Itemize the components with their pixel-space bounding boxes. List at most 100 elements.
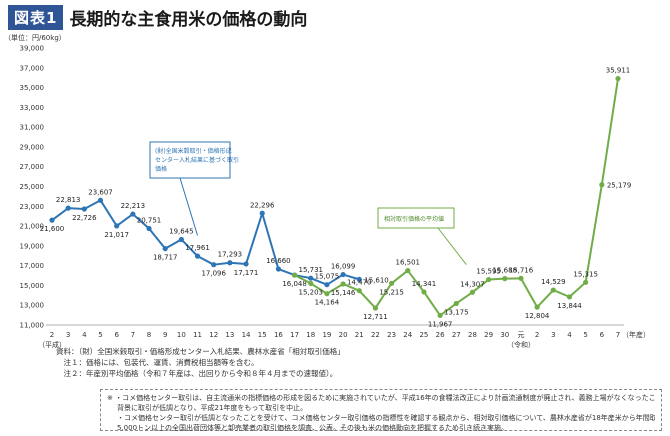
data-point xyxy=(389,280,395,286)
x-tick-label: 23 xyxy=(387,331,396,339)
data-point xyxy=(65,205,71,211)
x-tick-label: 6 xyxy=(114,331,119,339)
x-unit-label: （年産） xyxy=(622,330,650,339)
data-label: 17,293 xyxy=(218,251,243,259)
x-tick-label: 3 xyxy=(551,331,555,339)
x-tick-label: 21 xyxy=(355,331,364,339)
x-tick-label: 4 xyxy=(567,331,572,339)
x-tick-label: 2 xyxy=(50,331,54,339)
data-label: 20,751 xyxy=(137,217,162,225)
y-tick-label: 21,000 xyxy=(20,223,45,231)
data-point xyxy=(356,288,362,294)
data-label: 18,717 xyxy=(153,254,178,262)
data-label: 15,075 xyxy=(315,273,340,281)
y-tick-label: 13,000 xyxy=(20,302,45,310)
x-tick-label: 3 xyxy=(66,331,70,339)
data-label: 14,307 xyxy=(460,280,485,288)
data-point xyxy=(49,217,55,223)
data-point xyxy=(211,262,217,268)
data-point xyxy=(340,271,346,278)
data-label: 19,645 xyxy=(169,227,194,235)
data-label: 25,179 xyxy=(607,182,632,190)
annotation-box-green xyxy=(377,207,455,229)
data-point xyxy=(615,75,621,82)
y-tick-label: 11,000 xyxy=(20,322,45,330)
data-label: 16,501 xyxy=(396,259,421,267)
x-tick-label: 14 xyxy=(242,331,251,339)
data-point xyxy=(453,300,459,307)
x-tick-label: 29 xyxy=(484,331,493,339)
x-tick-label: 10 xyxy=(177,331,186,339)
x-tick-label: 8 xyxy=(147,331,151,339)
annotation-leader-green xyxy=(437,227,467,265)
annotation-text-blue: センター入札結果に基づく取引 xyxy=(155,156,239,164)
data-label: 15,688 xyxy=(493,267,518,275)
footnote-box: ※ ・コメ価格センター取引は、自主流通米の指標価格の形成を図るために実施されてい… xyxy=(100,389,662,432)
data-point xyxy=(243,261,249,267)
y-unit-label: （単位：円/60kg） xyxy=(4,33,66,42)
note-2: 注２：年産別平均価格（令和７年産は、出回りから令和８年４月までの速報値）。 xyxy=(56,369,338,378)
x-tick-label: 4 xyxy=(82,331,87,339)
data-label: 22,813 xyxy=(56,196,81,204)
data-point xyxy=(324,291,330,297)
x-tick-label: 12 xyxy=(209,331,218,339)
y-tick-label: 19,000 xyxy=(20,242,45,250)
x-tick-label: 22 xyxy=(371,331,380,339)
annotation-box-blue xyxy=(149,141,231,179)
data-label: 22,213 xyxy=(121,202,146,210)
data-label: 22,726 xyxy=(72,214,97,222)
data-label: 16,099 xyxy=(331,263,356,271)
data-point xyxy=(583,279,589,285)
data-point xyxy=(227,260,233,266)
y-tick-label: 17,000 xyxy=(20,262,45,270)
data-point xyxy=(518,275,524,281)
x-tick-label: 24 xyxy=(403,331,412,339)
data-point xyxy=(599,182,605,188)
x-tick-label: 11 xyxy=(193,331,202,339)
x-tick-label: 5 xyxy=(98,331,102,339)
data-label: 22,296 xyxy=(250,201,275,209)
data-label: 15,203 xyxy=(298,288,323,296)
y-tick-label: 25,000 xyxy=(20,183,45,191)
data-label: 14,470 xyxy=(347,279,372,287)
data-point xyxy=(97,197,104,203)
annotation-text-blue: 価格 xyxy=(155,165,167,173)
data-point xyxy=(324,282,330,288)
y-tick-label: 15,000 xyxy=(20,282,45,290)
x-tick-label: 26 xyxy=(436,331,445,339)
title-bar: 図表1 長期的な主食用米の価格の動向 xyxy=(8,4,307,30)
data-point xyxy=(405,267,411,274)
data-point xyxy=(340,281,346,287)
y-tick-label: 31,000 xyxy=(20,124,45,132)
annotation-text-green: 相対取引価格の平均値 xyxy=(384,215,444,223)
data-label: 13,175 xyxy=(444,308,469,316)
annotation-leader-blue xyxy=(179,177,199,236)
x-tick-label: 7 xyxy=(616,331,620,339)
y-tick-label: 39,000 xyxy=(20,45,45,53)
data-point xyxy=(146,225,152,232)
x-tick-label: 17 xyxy=(290,331,299,339)
x-tick-label: 20 xyxy=(339,331,348,339)
source-notes: 資料：（財）全国米穀取引・価格形成センター入札結果、農林水産省「相対取引価格」 … xyxy=(56,346,345,379)
x-era-label: （令和） xyxy=(507,340,535,349)
y-tick-label: 23,000 xyxy=(20,203,45,211)
data-label: 15,731 xyxy=(298,266,323,274)
data-label: 15,716 xyxy=(509,266,534,274)
data-point xyxy=(275,266,281,272)
data-point xyxy=(421,289,427,295)
data-label: 11,967 xyxy=(428,320,453,328)
data-label: 15,215 xyxy=(379,288,404,296)
x-tick-label: 6 xyxy=(600,331,605,339)
data-point xyxy=(130,211,136,217)
data-label: 17,096 xyxy=(201,270,226,278)
data-point xyxy=(114,223,120,229)
x-tick-label: 2 xyxy=(535,331,539,339)
y-tick-label: 33,000 xyxy=(20,104,45,112)
data-label: 23,607 xyxy=(88,188,113,196)
note-1: 注１：価格には、包装代、運賃、消費税相当額等を含む。 xyxy=(56,358,259,367)
figure-badge: 図表1 xyxy=(8,4,64,30)
data-point xyxy=(308,275,314,281)
data-label: 15,595 xyxy=(476,268,501,276)
x-tick-label: 9 xyxy=(163,331,167,339)
